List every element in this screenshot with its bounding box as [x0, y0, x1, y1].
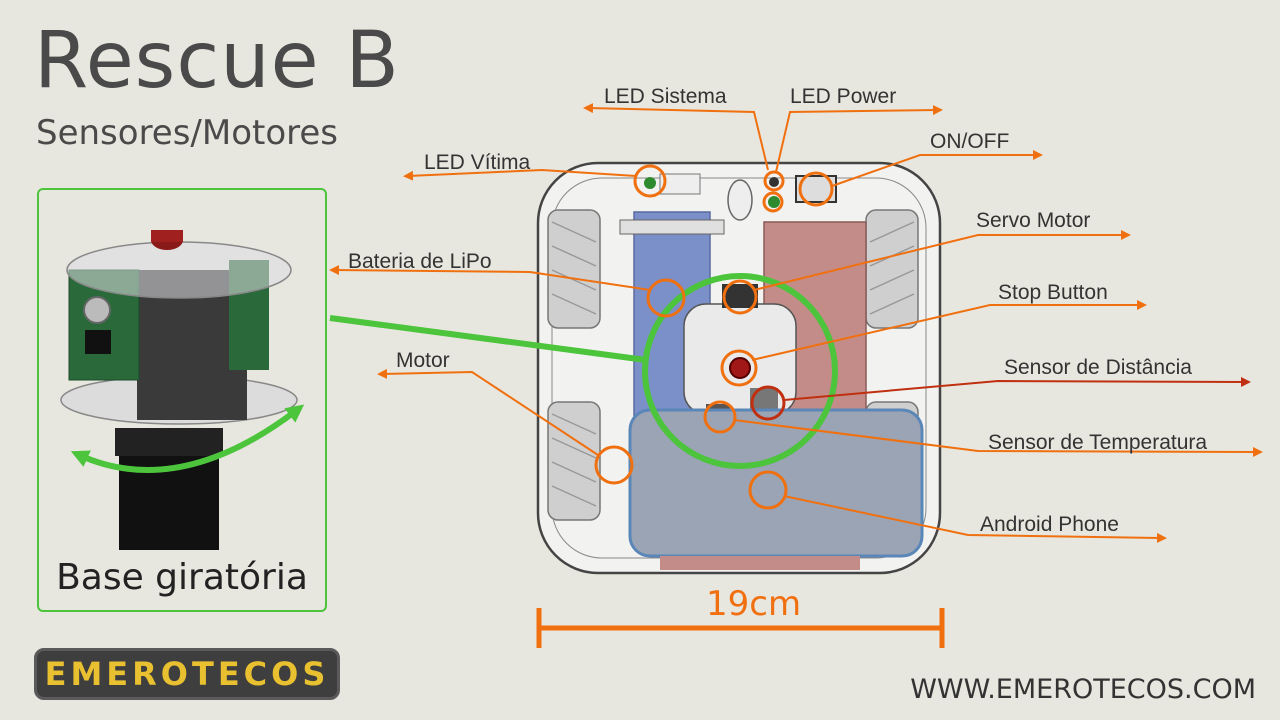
inset-caption: Base giratória: [56, 557, 308, 598]
label-bateria: Bateria de LiPo: [348, 250, 492, 273]
label-servo-motor: Servo Motor: [976, 209, 1091, 232]
label-sensor-distancia: Sensor de Distância: [1004, 356, 1192, 379]
android-phone: [628, 408, 924, 558]
label-led-vitima: LED Vítima: [424, 151, 531, 174]
emerotecos-logo: EMEROTECOS: [34, 648, 340, 700]
website-link[interactable]: WWW.EMEROTECOS.COM: [910, 674, 1256, 705]
wheel-rear-left: [547, 401, 601, 521]
led-sistema: [768, 196, 780, 208]
page-title: Rescue B: [34, 16, 400, 106]
label-stop-button: Stop Button: [998, 281, 1108, 304]
label-on-off: ON/OFF: [930, 130, 1010, 153]
label-sensor-temperatura: Sensor de Temperatura: [988, 431, 1208, 454]
page-subtitle: Sensores/Motores: [36, 113, 339, 153]
label-android-phone: Android Phone: [980, 513, 1119, 536]
label-led-power: LED Power: [790, 85, 897, 108]
rotating-base-inset: Base giratória: [37, 188, 327, 612]
label-led-sistema: LED Sistema: [604, 85, 727, 108]
label-motor: Motor: [396, 349, 450, 372]
logo-text: EMEROTECOS: [44, 655, 330, 693]
stop-button: [729, 357, 751, 379]
led-vitima: [644, 177, 656, 189]
wheel-front-left: [547, 209, 601, 329]
led-power: [769, 177, 779, 187]
dimension-label: 19cm: [706, 584, 802, 624]
rotating-base-render: [60, 230, 305, 550]
wheel-front-right: [865, 209, 919, 329]
